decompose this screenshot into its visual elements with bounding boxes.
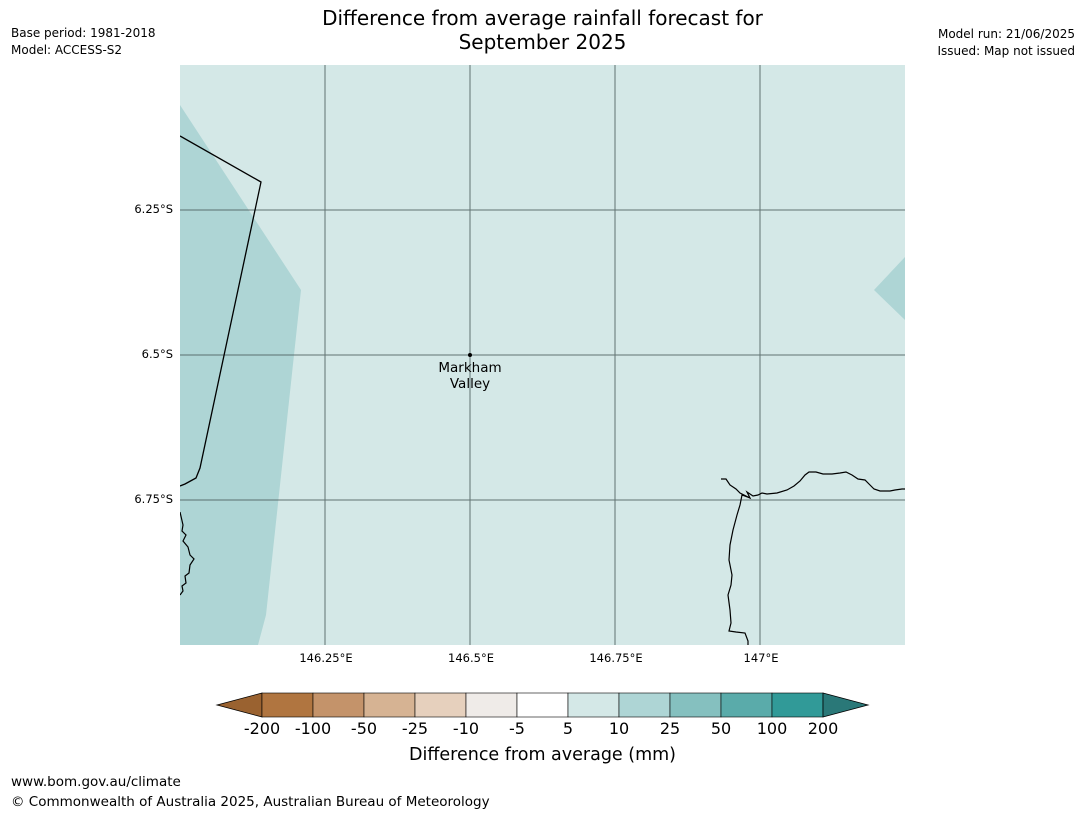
markham-valley-label-1: Markham xyxy=(438,360,501,376)
model-text: Model: ACCESS-S2 xyxy=(11,43,123,57)
colorbar-bin-9 xyxy=(669,692,722,718)
colorbar-label: 10 xyxy=(608,719,630,738)
header-left-info: Base period: 1981-2018 Model: ACCESS-S2 xyxy=(11,25,156,59)
colorbar-label: 5 xyxy=(562,719,574,738)
title-line-1: Difference from average rainfall forecas… xyxy=(322,6,763,30)
colorbar-label: 50 xyxy=(710,719,732,738)
colorbar-bin-5 xyxy=(465,692,518,718)
title-line-2: September 2025 xyxy=(458,30,627,54)
colorbar-bin-4 xyxy=(414,692,467,718)
colorbar-label: 100 xyxy=(756,719,788,738)
province-boundary xyxy=(180,135,262,487)
model-run-text: Model run: 21/06/2025 xyxy=(937,27,1075,41)
colorbar-extend-low xyxy=(215,692,263,718)
header-right-info: Model run: 21/06/2025 Issued: Map not is… xyxy=(937,26,1075,60)
lon-label-146-75: 146.75°E xyxy=(589,651,643,665)
coastline-west xyxy=(180,511,195,596)
lon-label-146-5: 146.5°E xyxy=(448,651,494,665)
lat-label-6-5: 6.5°S xyxy=(141,347,173,361)
colorbar-bin-8 xyxy=(618,692,671,718)
colorbar-label: -100 xyxy=(294,719,332,738)
colorbar-label: 200 xyxy=(807,719,839,738)
colorbar xyxy=(215,692,870,718)
footer-copyright: © Commonwealth of Australia 2025, Austra… xyxy=(11,794,490,810)
lon-label-146-25: 146.25°E xyxy=(299,651,353,665)
map-title: Difference from average rainfall forecas… xyxy=(0,6,1085,54)
markham-valley-marker[interactable] xyxy=(468,353,472,357)
colorbar-label: -200 xyxy=(243,719,281,738)
rainfall-region-west xyxy=(180,105,301,645)
colorbar-bin-11 xyxy=(771,692,824,718)
river-line xyxy=(727,494,751,645)
footer-url-link[interactable]: www.bom.gov.au/climate xyxy=(11,774,181,790)
colorbar-label: -50 xyxy=(350,719,378,738)
colorbar-title: Difference from average (mm) xyxy=(408,745,677,765)
base-period-text: Base period: 1981-2018 xyxy=(11,26,156,40)
colorbar-label: 25 xyxy=(659,719,681,738)
colorbar-bin-10 xyxy=(720,692,773,718)
lat-label-6-25: 6.25°S xyxy=(134,202,173,216)
colorbar-bin-1 xyxy=(261,692,314,718)
lon-label-147: 147°E xyxy=(743,651,779,665)
colorbar-bin-6 xyxy=(516,692,569,718)
colorbar-label: -25 xyxy=(401,719,429,738)
lat-label-6-75: 6.75°S xyxy=(134,492,173,506)
colorbar-bin-3 xyxy=(363,692,416,718)
colorbar-label: -5 xyxy=(509,719,525,738)
map-panel[interactable]: Markham Valley xyxy=(180,65,905,645)
colorbar-label: -10 xyxy=(452,719,480,738)
rainfall-region-east xyxy=(874,257,905,320)
markham-valley-label-2: Valley xyxy=(450,376,490,392)
colorbar-extend-high xyxy=(822,692,870,718)
colorbar-bin-2 xyxy=(312,692,365,718)
colorbar-bin-7 xyxy=(567,692,620,718)
issued-text: Issued: Map not issued xyxy=(937,44,1075,58)
